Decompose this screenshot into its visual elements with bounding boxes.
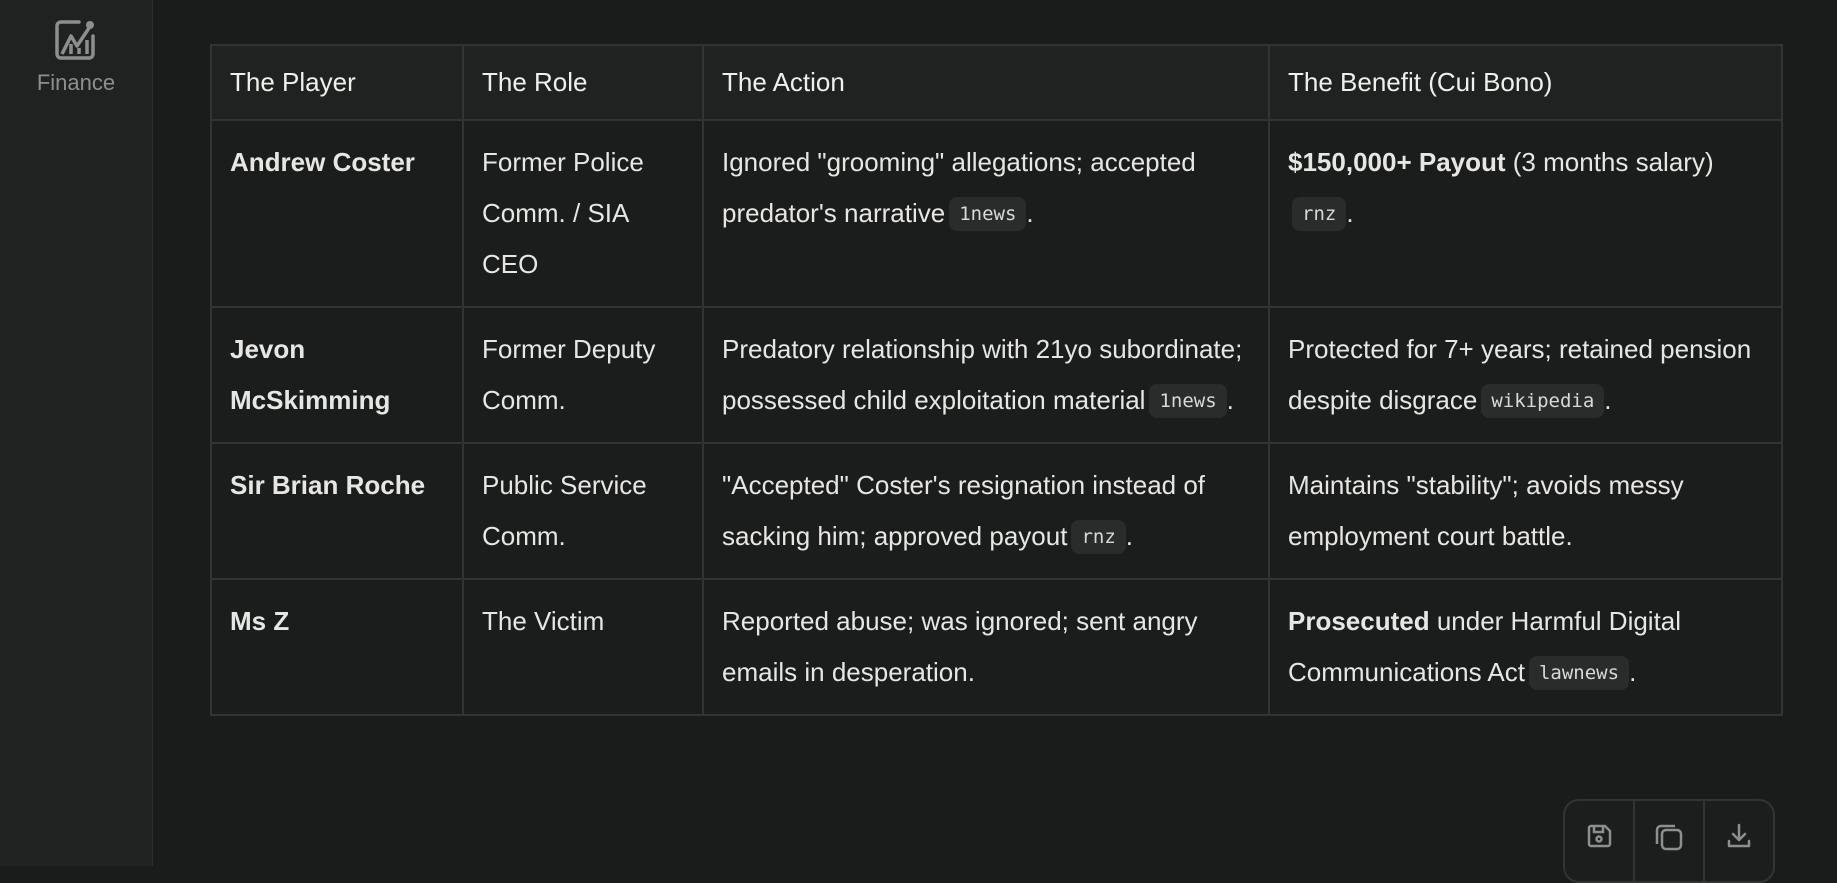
sidebar-item-finance[interactable]: Finance bbox=[0, 18, 152, 96]
header-benefit: The Benefit (Cui Bono) bbox=[1268, 44, 1783, 121]
source-tag[interactable]: rnz bbox=[1292, 197, 1347, 231]
source-tag[interactable]: wikipedia bbox=[1481, 384, 1605, 418]
action-text: "Accepted" Coster's resignation instead … bbox=[722, 470, 1206, 551]
cell-player: Sir Brian Roche bbox=[210, 442, 464, 580]
cell-action: Reported abuse; was ignored; sent angry … bbox=[702, 578, 1270, 716]
table-header-row: The Player The Role The Action The Benef… bbox=[210, 44, 1783, 121]
header-player: The Player bbox=[210, 44, 464, 121]
cell-action: Predatory relationship with 21yo subordi… bbox=[702, 306, 1270, 444]
cell-action: Ignored "grooming" allegations; accepted… bbox=[702, 119, 1270, 308]
sidebar: Finance bbox=[0, 0, 153, 866]
cell-player: Ms Z bbox=[210, 578, 464, 716]
cell-benefit: Maintains "stability"; avoids messy empl… bbox=[1268, 442, 1783, 580]
copy-button[interactable] bbox=[1633, 801, 1703, 881]
action-text: Predatory relationship with 21yo subordi… bbox=[722, 334, 1243, 415]
cell-benefit: Protected for 7+ years; retained pension… bbox=[1268, 306, 1783, 444]
header-role: The Role bbox=[462, 44, 704, 121]
benefit-highlight: Prosecuted bbox=[1288, 606, 1430, 636]
cell-role: Former Police Comm. / SIA CEO bbox=[462, 119, 704, 308]
benefit-highlight: $150,000+ Payout bbox=[1288, 147, 1506, 177]
cell-role: Former Deputy Comm. bbox=[462, 306, 704, 444]
table-row: Ms Z The Victim Reported abuse; was ignore… bbox=[210, 578, 1783, 716]
source-tag[interactable]: lawnews bbox=[1528, 656, 1630, 690]
source-tag[interactable]: rnz bbox=[1071, 520, 1126, 554]
save-button[interactable] bbox=[1565, 801, 1633, 881]
action-text: Reported abuse; was ignored; sent angry … bbox=[722, 606, 1198, 687]
save-icon bbox=[1587, 824, 1612, 848]
download-icon bbox=[1727, 823, 1751, 848]
action-text: Ignored "grooming" allegations; accepted… bbox=[722, 147, 1196, 228]
benefit-text: Protected for 7+ years; retained pension… bbox=[1288, 334, 1752, 415]
cell-role: The Victim bbox=[462, 578, 704, 716]
download-button[interactable] bbox=[1703, 801, 1773, 881]
chart-line-icon bbox=[55, 20, 95, 60]
source-tag[interactable]: 1news bbox=[1149, 384, 1227, 418]
benefit-text: under Harmful Digital Communications Act bbox=[1288, 606, 1682, 687]
table-row: Jevon McSkimming Former Deputy Comm. Preda… bbox=[210, 306, 1783, 444]
cell-player: Andrew Coster bbox=[210, 119, 464, 308]
sidebar-item-label: Finance bbox=[36, 70, 116, 95]
cell-benefit: $150,000+ Payout (3 months salary)rnz. bbox=[1268, 119, 1783, 308]
table-row: Andrew Coster Former Police Comm. / SIA C… bbox=[210, 119, 1783, 308]
data-table: The Player The Role The Action The Benef… bbox=[210, 44, 1783, 716]
source-tag[interactable]: 1news bbox=[949, 197, 1027, 231]
benefit-text: Maintains "stability"; avoids messy empl… bbox=[1288, 470, 1684, 551]
cell-action: "Accepted" Coster's resignation instead … bbox=[702, 442, 1270, 580]
cell-role: Public Service Comm. bbox=[462, 442, 704, 580]
action-toolbar bbox=[1563, 799, 1775, 883]
cell-benefit: Prosecuted under Harmful Digital Communi… bbox=[1268, 578, 1783, 716]
table-row: Sir Brian Roche Public Service Comm. "Acce… bbox=[210, 442, 1783, 580]
header-action: The Action bbox=[702, 44, 1270, 121]
copy-icon bbox=[1655, 824, 1683, 851]
cell-player: Jevon McSkimming bbox=[210, 306, 464, 444]
benefit-text: (3 months salary) bbox=[1505, 147, 1714, 177]
